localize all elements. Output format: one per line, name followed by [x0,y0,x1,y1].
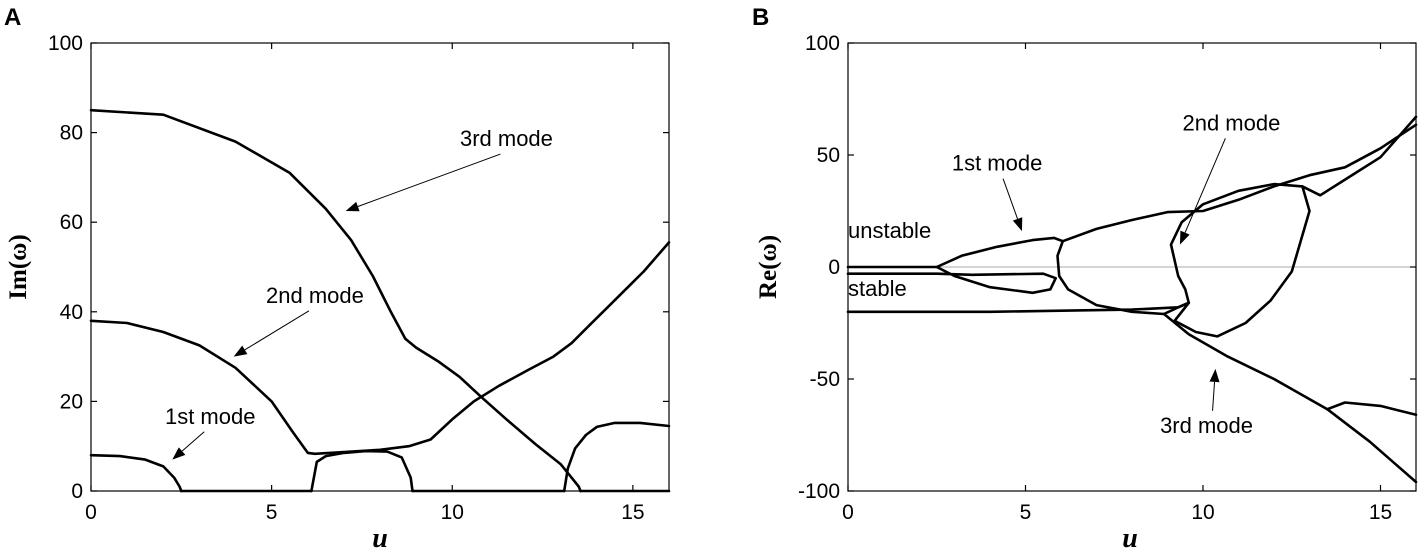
annotation-arrowhead-b-3 [1012,217,1023,232]
x-tick-label-b: 15 [1369,501,1392,524]
curve-b-6 [1162,312,1418,484]
curve-a-6 [310,449,414,493]
curve-b-8 [1301,115,1418,197]
x-tick-label-b: 10 [1191,501,1214,524]
annotation-arrowhead-b-5 [1209,368,1220,383]
annotation-arrowhead-b-4 [1179,230,1190,245]
curve-b-3 [1056,239,1191,316]
annotation-arrow-line-b-3 [1002,178,1019,220]
plot-frame-a [90,42,670,492]
annotation-arrowhead-a-3 [172,447,186,460]
panel-a: A u Im(ω) 0 5 10 15 0 20 40 60 80 100 3rd mode 2nd … [4,4,671,553]
annotation-a-3: 1st mode [165,404,256,429]
x-tick-label-a: 5 [266,501,278,524]
x-tick-label-a: 0 [85,501,97,524]
annotation-b-2: stable [848,276,907,301]
y-axis-label-a: Im(ω) [5,234,32,299]
curve-b-2 [846,265,1057,295]
curve-b-4 [1061,123,1418,243]
curve-a-8 [562,421,671,493]
curve-a-5 [89,108,582,493]
x-tick-label-a: 10 [441,501,464,524]
annotation-arrow-line-b-4 [1184,138,1226,233]
y-tick-label-a: 40 [60,301,83,324]
panel-b: B u Re(ω) 0 5 10 15 -100 -50 0 50 100 unstable sta… [752,4,1418,553]
annotation-arrow-line-a-1 [357,153,501,207]
annotation-arrowhead-a-2 [233,345,248,357]
x-tick-label-b: 0 [842,501,854,524]
annotation-a-1: 3rd mode [460,126,553,151]
panel-letter-b: B [752,4,769,31]
y-tick-label-b: -100 [798,480,840,503]
curve-a-4 [313,241,671,456]
y-tick-label-a: 80 [60,122,83,145]
y-axis-label-b: Re(ω) [755,235,782,299]
annotation-a-2: 2nd mode [266,283,364,308]
curve-b-7 [1326,401,1418,417]
annotation-b-3: 1st mode [952,151,1043,176]
curve-a-1 [89,453,183,493]
y-tick-label-b: 0 [828,256,840,279]
annotation-arrow-line-b-5 [1212,381,1216,411]
panel-letter-a: A [4,4,21,31]
curve-a-3 [89,319,317,456]
y-tick-label-a: 100 [48,32,83,55]
x-axis-label-a: u [372,523,388,553]
y-tick-label-a: 60 [60,211,83,234]
x-tick-label-a: 15 [621,501,644,524]
y-tick-label-a: 0 [71,480,83,503]
y-tick-label-b: 100 [805,32,840,55]
x-tick-label-b: 5 [1020,501,1032,524]
x-axis-label-b: u [1122,523,1138,553]
annotation-b-4: 2nd mode [1182,110,1280,135]
y-tick-label-a: 20 [60,390,83,413]
annotation-arrowhead-a-1 [345,201,360,212]
y-tick-label-b: -50 [810,368,840,391]
annotation-b-1: unstable [848,218,931,243]
y-tick-label-b: 50 [817,144,840,167]
curve-b-5 [846,182,1311,338]
annotation-b-5: 3rd mode [1160,413,1253,438]
annotation-arrow-line-a-3 [181,431,205,452]
annotation-arrow-line-a-2 [244,310,310,351]
